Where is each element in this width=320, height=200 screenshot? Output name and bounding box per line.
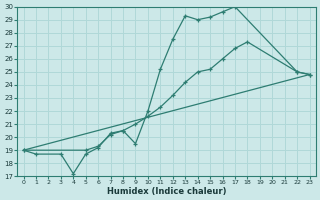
- X-axis label: Humidex (Indice chaleur): Humidex (Indice chaleur): [107, 187, 226, 196]
